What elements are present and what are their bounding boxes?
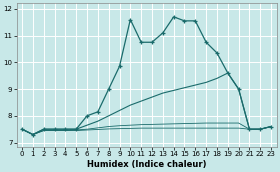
X-axis label: Humidex (Indice chaleur): Humidex (Indice chaleur) — [87, 159, 206, 169]
